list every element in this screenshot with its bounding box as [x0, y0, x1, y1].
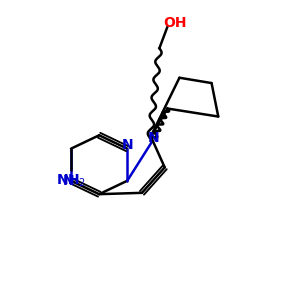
Text: NH$_2$: NH$_2$ — [56, 172, 86, 189]
Text: N: N — [122, 138, 133, 152]
Text: OH: OH — [164, 16, 187, 30]
Text: N: N — [148, 131, 160, 145]
Text: N: N — [62, 174, 74, 188]
